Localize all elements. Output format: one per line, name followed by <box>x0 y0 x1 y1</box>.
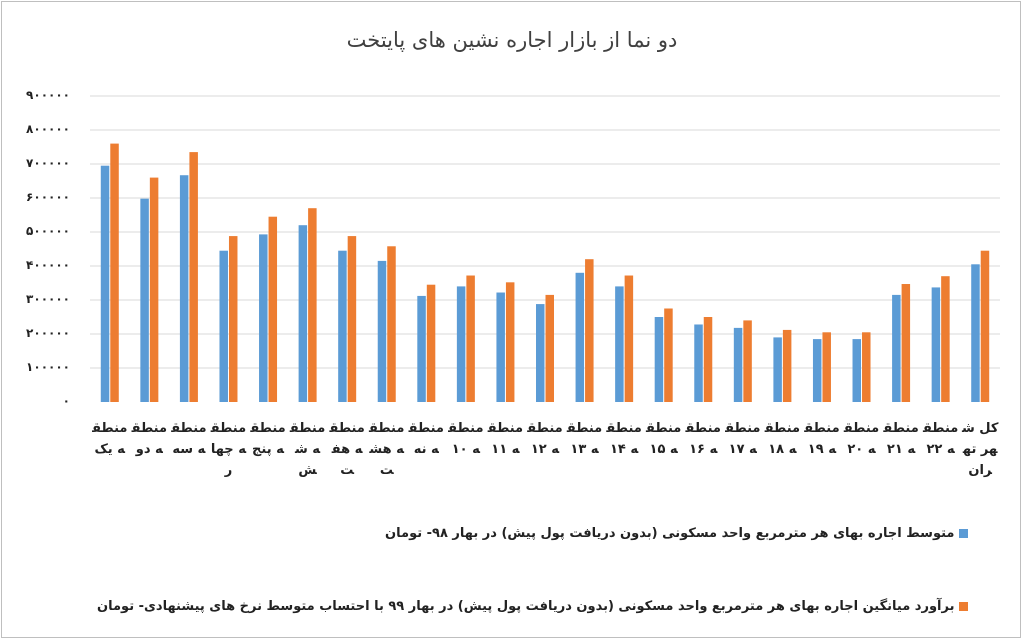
bar-series1 <box>733 327 743 402</box>
bar-series2 <box>901 284 911 402</box>
x-tick-label: منطقه دو <box>131 421 168 457</box>
x-tick-label: منطقه پنج <box>250 421 286 457</box>
bar-series2 <box>189 152 198 402</box>
y-tick-label: ۳۰۰۰۰۰ <box>26 292 70 306</box>
x-tick-label: منطقه هفت <box>329 421 365 478</box>
bar-series2 <box>624 275 634 402</box>
bar-series1 <box>259 234 268 402</box>
bar-series1 <box>536 304 545 402</box>
legend-label: متوسط اجاره بهای هر مترمربع واحد مسکونی … <box>385 526 955 541</box>
bar-series2 <box>466 275 475 402</box>
bar-series1 <box>812 339 822 402</box>
bar-series1 <box>338 250 347 402</box>
bar-series2 <box>862 332 871 402</box>
bar-series1 <box>892 294 901 402</box>
y-tick-label: ۹۰۰۰۰۰ <box>26 88 70 102</box>
bar-series2 <box>110 143 119 402</box>
x-tick-label: منطقه ۱۷ <box>725 421 761 457</box>
bar-series2 <box>980 250 990 402</box>
x-tick-label: منطقه ۲۱ <box>883 421 919 457</box>
x-tick-label: منطقه ۱۸ <box>764 421 801 457</box>
x-tick-label: منطقه ۲۰ <box>843 421 880 457</box>
x-tick-label: منطقه ۱۲ <box>527 421 563 457</box>
bar-series2 <box>505 282 515 402</box>
x-tick-label: منطقه ۱۱ <box>487 421 524 457</box>
x-tick-label: منطقه ۱۶ <box>685 421 721 457</box>
bar-series1 <box>417 295 426 402</box>
bar-series2 <box>545 294 554 402</box>
x-tick-label: منطقه ۱۴ <box>606 421 642 457</box>
bar-series1 <box>456 286 466 402</box>
bar-series1 <box>773 337 782 402</box>
x-tick-label: منطقه ۱۵ <box>645 421 682 457</box>
y-tick-label: ۲۰۰۰۰۰ <box>26 326 70 340</box>
bar-series1 <box>179 175 189 402</box>
legend-label: برآورد میانگین اجاره بهای هر مترمربع واح… <box>97 599 955 614</box>
bar-series2 <box>743 320 752 402</box>
x-tick-label: منطقه یک <box>92 421 128 457</box>
bar-series2 <box>703 317 713 402</box>
bar-series2 <box>149 177 159 402</box>
bar-series2 <box>228 236 238 402</box>
x-tick-label: منطقه هشت <box>369 421 405 478</box>
bar-series2 <box>664 308 673 402</box>
y-tick-label: ۶۰۰۰۰۰ <box>26 190 70 204</box>
bar-series1 <box>694 324 703 402</box>
x-tick-label: منطقه سه <box>171 421 207 457</box>
bar-series1 <box>615 286 624 402</box>
bar-series2 <box>585 259 594 402</box>
chart-title: دو نما از بازار اجاره نشین های پایتخت <box>346 28 678 52</box>
bar-series2 <box>782 329 792 402</box>
bar-series2 <box>387 246 396 402</box>
legend-item-series1: متوسط اجاره بهای هر مترمربع واحد مسکونی … <box>385 524 968 544</box>
bar-series2 <box>268 216 278 402</box>
bar-series1 <box>654 317 664 402</box>
x-tick-label: منطقه شش <box>289 421 326 478</box>
bar-series1 <box>575 272 585 402</box>
y-tick-label: ۷۰۰۰۰۰ <box>26 156 70 170</box>
bar-series2 <box>426 284 436 402</box>
bar-series1 <box>100 165 110 402</box>
y-tick-label: ۰ <box>62 394 70 408</box>
x-tick-label: منطقه چهار <box>210 421 247 478</box>
bar-series1 <box>971 264 980 402</box>
bar-series1 <box>377 260 387 402</box>
bar-series1 <box>852 339 862 402</box>
x-tick-label: منطقه ۲۲ <box>922 421 959 457</box>
y-tick-label: ۱۰۰۰۰۰ <box>26 360 70 374</box>
legend-swatch-blue <box>959 529 968 538</box>
bar-series1 <box>496 292 505 402</box>
bar-series1 <box>931 287 941 402</box>
x-tick-label: کل شهر تهران <box>961 421 999 478</box>
bar-series1 <box>298 225 308 402</box>
bar-series2 <box>941 276 950 402</box>
legend-item-series2: برآورد میانگین اجاره بهای هر مترمربع واح… <box>38 597 968 617</box>
y-tick-label: ۵۰۰۰۰۰ <box>26 224 70 238</box>
x-tick-label: منطقه نه <box>408 421 444 457</box>
x-tick-label: منطقه ۱۰ <box>448 421 484 457</box>
bar-series2 <box>308 208 317 402</box>
bar-series2 <box>822 332 831 402</box>
y-tick-label: ۴۰۰۰۰۰ <box>26 258 70 272</box>
bar-series1 <box>219 250 228 402</box>
bar-series1 <box>140 198 149 402</box>
x-tick-label: منطقه ۱۳ <box>566 421 603 457</box>
y-tick-label: ۸۰۰۰۰۰ <box>26 122 70 136</box>
legend-swatch-orange <box>959 602 968 611</box>
x-tick-label: منطقه ۱۹ <box>804 421 840 457</box>
bar-series2 <box>347 236 357 402</box>
